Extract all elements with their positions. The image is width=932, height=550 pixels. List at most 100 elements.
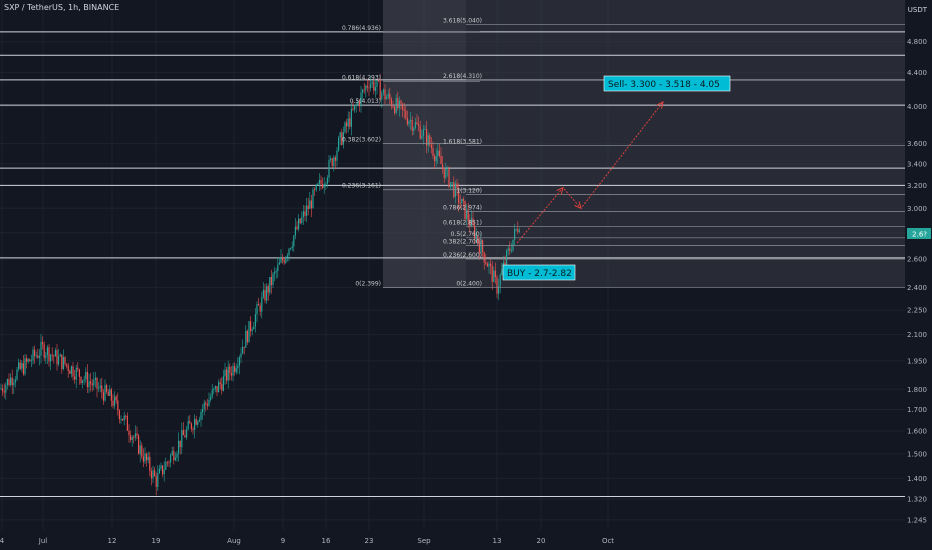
candle: [293, 235, 295, 247]
candle: [227, 366, 229, 381]
candle: [34, 349, 36, 357]
candle: [246, 330, 248, 343]
candle: [106, 385, 108, 392]
candle: [126, 415, 128, 431]
candle: [155, 476, 157, 487]
candle: [205, 402, 207, 405]
candle: [392, 106, 394, 108]
candle: [29, 359, 31, 362]
candle: [325, 183, 327, 185]
fib-level-label: 0.236(2.600): [443, 252, 482, 259]
candle: [114, 396, 116, 406]
candle: [16, 369, 18, 380]
time-tick-label: 19: [152, 537, 161, 545]
candle: [382, 89, 384, 93]
candle: [302, 211, 304, 218]
price-tick-label: 4.000: [907, 103, 927, 111]
candle: [203, 402, 205, 409]
candle: [224, 369, 226, 377]
time-tick-label: Oct: [602, 537, 614, 545]
candle: [410, 119, 412, 122]
price-tick-label: 1.950: [907, 357, 927, 365]
candle: [264, 289, 266, 301]
candle: [123, 415, 125, 421]
candle: [414, 122, 416, 128]
candle: [54, 350, 56, 357]
price-tick-label: 3.200: [907, 182, 927, 190]
candle: [368, 87, 370, 89]
candle: [27, 359, 29, 362]
price-tick-label: 2.400: [907, 284, 927, 292]
candle: [250, 321, 252, 332]
candle: [483, 251, 485, 263]
candle: [51, 354, 53, 356]
price-tick-label: 1.500: [907, 450, 927, 458]
candle: [498, 286, 500, 294]
projection-arrows: [516, 101, 664, 244]
candle: [158, 468, 160, 474]
candle: [70, 366, 72, 374]
time-tick-label: Sep: [417, 537, 431, 545]
candle: [248, 321, 250, 343]
candle: [69, 370, 71, 374]
candle: [422, 129, 424, 136]
candle: [238, 357, 240, 366]
candle: [331, 158, 333, 167]
candle: [326, 177, 328, 184]
candle: [290, 248, 292, 250]
arrow-head: [556, 186, 564, 195]
candle: [91, 383, 93, 386]
candle: [237, 365, 239, 369]
candle: [344, 122, 346, 133]
candle: [405, 110, 407, 119]
fib-level-label: 0.5(4.013): [350, 98, 381, 105]
candle: [40, 342, 42, 356]
candle: [104, 385, 106, 401]
candle: [211, 389, 213, 398]
candle: [438, 150, 440, 156]
candle: [45, 355, 47, 358]
candle: [470, 218, 472, 227]
fib-level-label: 0.236(3.161): [342, 183, 381, 190]
candle: [18, 362, 20, 370]
fib-level-label: 0.618(4.293): [342, 74, 381, 81]
candle: [474, 224, 476, 240]
candle: [507, 248, 509, 251]
candle: [518, 230, 520, 232]
candle: [496, 276, 498, 294]
candle: [6, 379, 8, 386]
candle: [445, 168, 447, 178]
candle: [504, 262, 506, 265]
candle: [197, 421, 199, 425]
candle: [494, 270, 496, 277]
candle: [315, 184, 317, 190]
price-tick-label: 1.320: [907, 496, 927, 504]
candle: [38, 355, 40, 358]
candle: [32, 349, 34, 361]
candle: [181, 430, 183, 448]
candle: [458, 188, 460, 203]
candle: [330, 158, 332, 161]
candle: [402, 103, 404, 110]
candle: [371, 81, 373, 84]
candle: [291, 246, 293, 249]
candle: [478, 242, 480, 253]
candle: [149, 456, 151, 472]
candle: [133, 437, 135, 438]
candle: [342, 132, 344, 145]
candle: [166, 462, 168, 464]
candle: [8, 379, 10, 386]
candle: [118, 410, 120, 420]
candle: [307, 205, 309, 209]
candle: [168, 462, 170, 464]
candle: [186, 429, 188, 438]
candle: [430, 144, 432, 149]
price-tick-label: 2.100: [907, 331, 927, 339]
price-tick-label: 1.700: [907, 406, 927, 414]
candle: [189, 421, 191, 424]
candle: [226, 369, 228, 381]
time-axis: 4 Jul 12 19 Aug 9 16 23 Sep 13 20 Oct: [0, 530, 932, 550]
price-tick-label: 4.400: [907, 69, 927, 77]
candle: [280, 257, 282, 263]
